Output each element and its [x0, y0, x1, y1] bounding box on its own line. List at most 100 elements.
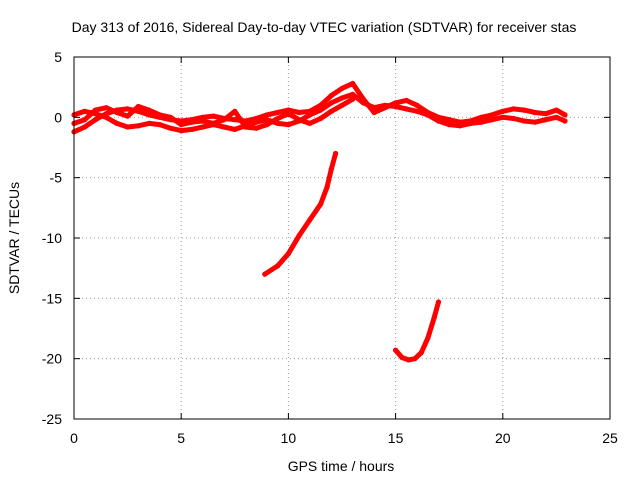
data-point	[468, 120, 474, 126]
data-point	[296, 109, 302, 116]
data-point	[478, 114, 484, 120]
data-point	[232, 117, 238, 123]
data-point	[399, 354, 405, 361]
data-point	[350, 80, 356, 87]
data-point	[189, 119, 195, 125]
data-point	[92, 107, 98, 113]
data-point	[412, 356, 418, 362]
x-tick-label: 15	[388, 430, 404, 446]
data-point	[500, 108, 506, 114]
data-point	[371, 109, 377, 116]
data-point	[253, 125, 259, 131]
x-tick-label: 5	[177, 430, 185, 446]
data-point	[178, 128, 184, 134]
data-point	[296, 233, 302, 239]
data-point	[92, 117, 98, 123]
x-tick-label: 10	[281, 430, 297, 446]
y-axis-label: SDTVAR / TECUs	[6, 182, 22, 294]
data-point	[360, 100, 366, 106]
x-tick-label: 20	[495, 430, 511, 446]
data-point	[543, 117, 549, 123]
data-point	[446, 122, 452, 128]
data-point	[382, 102, 388, 108]
data-point	[285, 107, 291, 113]
data-point	[125, 124, 131, 130]
data-point	[435, 118, 442, 124]
data-point	[157, 112, 163, 118]
data-point	[328, 166, 334, 172]
data-point	[242, 124, 249, 130]
data-point	[543, 111, 549, 117]
data-point	[135, 103, 141, 110]
data-point	[328, 93, 334, 99]
data-point	[264, 122, 270, 128]
data-point	[146, 120, 152, 126]
data-point	[146, 112, 152, 118]
data-point	[167, 125, 174, 131]
y-tick-label: -5	[50, 170, 63, 186]
data-point	[478, 119, 484, 125]
data-point	[125, 113, 131, 119]
data-point	[532, 109, 538, 116]
data-point	[307, 112, 313, 118]
data-point	[489, 117, 495, 123]
data-point	[221, 124, 227, 130]
data-point	[275, 263, 281, 269]
data-point	[318, 107, 324, 113]
data-point	[553, 107, 560, 113]
y-tick-label: -10	[42, 230, 62, 246]
data-point	[307, 120, 313, 126]
data-point	[146, 107, 152, 113]
data-point	[210, 113, 216, 119]
data-point	[114, 109, 120, 116]
data-point	[82, 108, 88, 114]
data-point	[393, 347, 399, 353]
data-point	[510, 106, 517, 112]
chart-title: Day 313 of 2016, Sidereal Day-to-day VTE…	[72, 19, 577, 35]
data-point	[318, 115, 324, 122]
data-point	[114, 120, 120, 126]
data-point	[275, 115, 281, 122]
x-axis-label: GPS time / hours	[288, 458, 395, 474]
data-point	[82, 124, 88, 130]
series-line-track-5	[393, 299, 441, 363]
data-point	[521, 107, 527, 113]
axis-ticks: 0 5 10 15 20 25 -25 -20 -15 -10 -5 0 5	[42, 49, 618, 446]
data-point	[189, 126, 195, 132]
x-tick-label: 25	[602, 430, 618, 446]
data-point	[435, 299, 442, 305]
data-point	[371, 105, 377, 111]
data-point	[562, 112, 568, 118]
data-point	[275, 109, 281, 116]
data-point	[414, 102, 420, 108]
y-tick-label: 0	[54, 109, 62, 125]
data-point	[457, 123, 463, 129]
data-point	[339, 102, 345, 108]
data-point	[425, 335, 431, 341]
data-point	[418, 350, 424, 356]
y-tick-label: 5	[54, 49, 62, 65]
data-point	[232, 108, 238, 114]
data-point	[318, 201, 324, 207]
data-point	[328, 108, 334, 114]
series-group	[71, 80, 568, 363]
data-point	[532, 119, 538, 125]
x-tick-label: 0	[70, 430, 78, 446]
data-point	[285, 122, 291, 128]
data-point	[200, 118, 206, 124]
data-point	[285, 111, 291, 117]
data-point	[200, 114, 206, 120]
data-point	[403, 97, 409, 103]
data-point	[210, 120, 216, 126]
data-point	[339, 85, 345, 91]
data-point	[178, 122, 184, 128]
data-point	[446, 117, 452, 123]
data-point	[431, 315, 437, 321]
data-point	[221, 117, 227, 123]
y-tick-label: -25	[42, 411, 62, 427]
data-point	[125, 106, 131, 112]
y-tick-label: -20	[42, 351, 62, 367]
data-point	[562, 118, 568, 124]
data-point	[296, 117, 302, 123]
